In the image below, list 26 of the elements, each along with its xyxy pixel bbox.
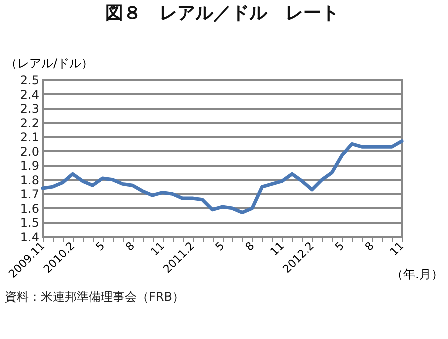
- y-tick-label: 1.9: [20, 159, 40, 174]
- x-tick-label: 5: [93, 240, 108, 254]
- x-tick-label: 5: [332, 240, 347, 254]
- y-tick-label: 1.4: [20, 230, 40, 244]
- x-tick-label: 8: [123, 240, 138, 254]
- y-tick-label: 1.5: [20, 216, 40, 230]
- y-tick-label: 2.1: [20, 130, 40, 145]
- x-tick-label: 8: [243, 240, 258, 254]
- y-tick-label: 2.0: [20, 144, 40, 159]
- line-series: [41, 140, 404, 214]
- x-axis-title: （年.月）: [392, 268, 444, 282]
- y-tick-label: 2.2: [20, 116, 40, 130]
- y-axis-title: （レアル/ドル）: [6, 56, 94, 70]
- y-tick-label: 1.7: [20, 188, 40, 202]
- x-tick-label: 11: [268, 240, 288, 259]
- x-tick-label: 8: [362, 240, 377, 254]
- chart-title: 図８ レアル／ドル レート: [106, 3, 340, 24]
- x-tick-label: 11: [148, 240, 168, 259]
- y-tick-label: 1.8: [20, 173, 40, 188]
- text: 資料：米連邦準備理事会（FRB）: [5, 290, 184, 304]
- x-tick-label: 5: [213, 240, 228, 254]
- y-tick-label: 2.3: [20, 102, 40, 116]
- y-tick-label: 1.6: [20, 202, 40, 216]
- y-tick-label: 2.5: [20, 74, 40, 88]
- x-tick-label: 11: [388, 240, 407, 259]
- y-tick-label: 2.4: [20, 88, 40, 102]
